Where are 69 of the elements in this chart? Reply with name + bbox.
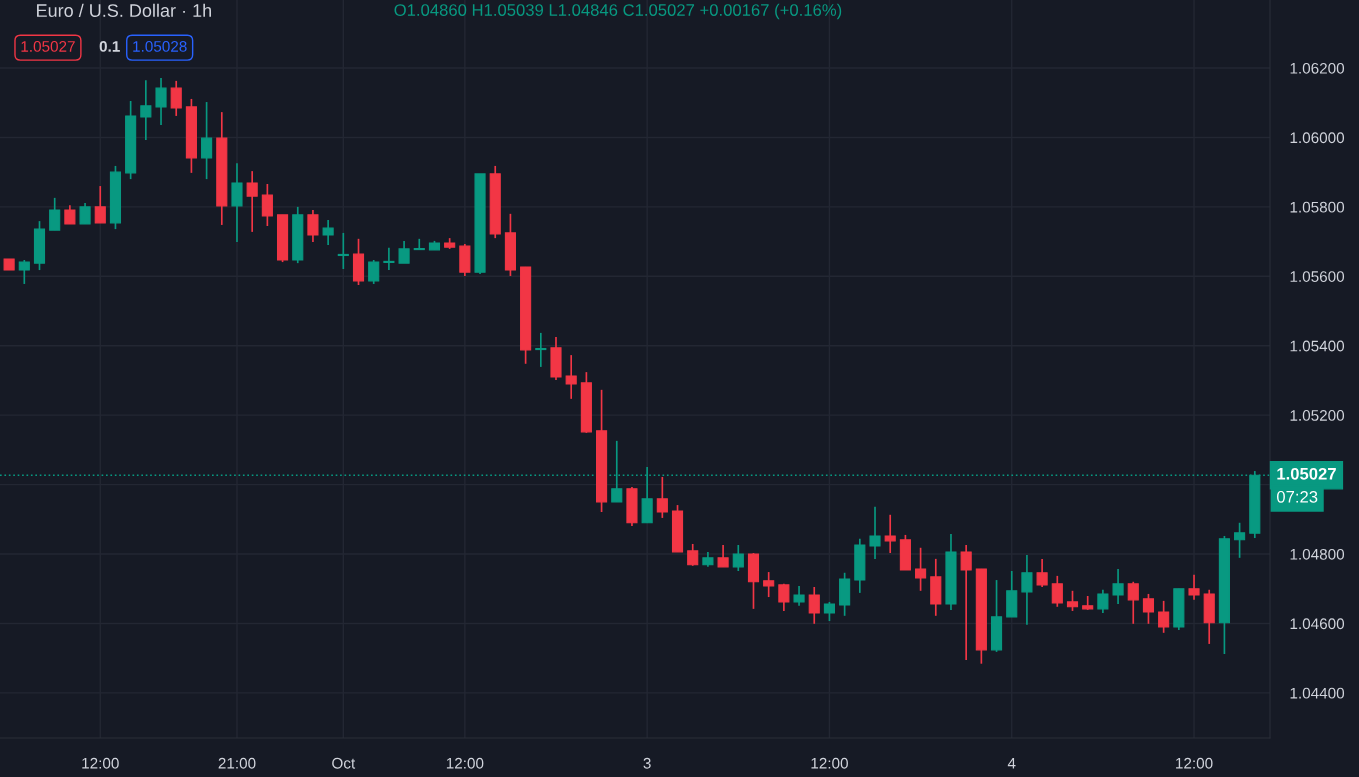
candlestick xyxy=(960,544,972,661)
y-tick-label: 1.05600 xyxy=(1290,271,1345,282)
candlestick xyxy=(49,197,61,231)
y-tick-label: 1.06000 xyxy=(1290,132,1345,144)
y-tick-label: 1.04400 xyxy=(1290,687,1345,699)
candlestick xyxy=(307,209,319,243)
candlestick xyxy=(1021,554,1033,626)
y-tick-label: 1.05200 xyxy=(1290,410,1345,421)
candlestick xyxy=(1234,521,1246,559)
candlestick xyxy=(884,513,896,554)
candlestick xyxy=(565,354,577,400)
x-tick-label: Oct xyxy=(332,757,356,769)
candlestick xyxy=(140,79,152,141)
candlestick xyxy=(383,247,395,271)
x-tick-label: 12:00 xyxy=(446,757,484,769)
y-tick-label: 1.04800 xyxy=(1290,548,1345,560)
x-tick-label: 12:00 xyxy=(82,757,119,769)
x-tick-label: 12:00 xyxy=(811,757,848,769)
candlestick xyxy=(398,240,410,264)
ref-line-label: 1.05027 xyxy=(1277,467,1336,480)
candlestick xyxy=(231,162,243,243)
candlestick xyxy=(1188,574,1200,601)
candlestick xyxy=(413,237,425,251)
candlestick xyxy=(1066,589,1079,612)
candlestick xyxy=(155,77,167,126)
candlestick xyxy=(79,202,91,225)
candlestick xyxy=(793,585,805,607)
candlestick xyxy=(656,476,668,519)
candlestick xyxy=(763,571,775,598)
candlestick xyxy=(808,586,820,625)
x-tick-label: 3 xyxy=(643,757,651,769)
candlestick xyxy=(1036,558,1048,588)
candlestick xyxy=(732,544,744,572)
candlestick xyxy=(18,259,30,285)
candlestick xyxy=(823,601,836,622)
y-tick-label: 1.05400 xyxy=(1290,340,1345,352)
y-tick-label: 1.06200 xyxy=(1290,62,1345,74)
candlestick xyxy=(337,232,349,270)
x-tick-label: 4 xyxy=(1007,758,1016,769)
annotation: 1.05028 xyxy=(133,40,187,52)
candlestick xyxy=(535,332,547,368)
candlestick xyxy=(246,170,258,233)
x-tick-label: 12:00 xyxy=(1176,757,1213,769)
candlestick xyxy=(1097,588,1109,614)
candlestick xyxy=(778,583,790,612)
x-tick-label: 21:00 xyxy=(218,757,256,769)
annotation: 0.1 xyxy=(99,40,120,52)
candlestick xyxy=(869,505,881,560)
y-tick-label: 1.04600 xyxy=(1290,618,1345,630)
candlestick xyxy=(322,219,334,246)
candlestick xyxy=(915,546,927,592)
candlestick xyxy=(94,185,106,224)
candlestick xyxy=(64,204,76,225)
candlestick xyxy=(1158,600,1170,634)
candlestick xyxy=(261,183,273,227)
candlestick xyxy=(1127,580,1139,625)
candlestick xyxy=(1051,575,1063,608)
candlestick xyxy=(717,544,729,568)
candlestick xyxy=(1142,593,1155,625)
candlestick xyxy=(368,259,380,285)
annotation: 1.05027 xyxy=(21,40,75,52)
chart-title: Euro / U.S. Dollar · 1h xyxy=(37,3,211,17)
text: 07:23 xyxy=(1276,490,1318,503)
candlestick xyxy=(170,80,182,117)
annotation: O1.04860 H1.05039 L1.04846 C1.05027 +0.00167 (+0.16%) xyxy=(394,3,842,20)
y-tick-label: 1.05800 xyxy=(1290,201,1345,213)
candlestick xyxy=(1112,568,1124,605)
candlestick xyxy=(687,543,699,567)
candlestick xyxy=(201,101,213,180)
